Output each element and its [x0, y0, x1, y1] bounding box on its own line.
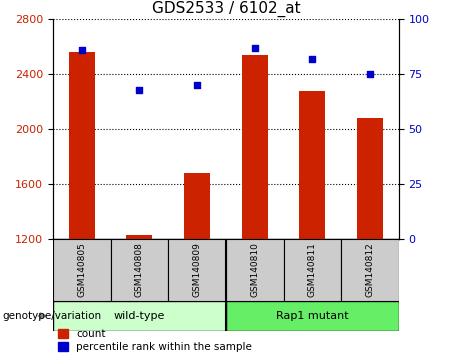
Text: GSM140811: GSM140811 — [308, 242, 317, 297]
Text: Rap1 mutant: Rap1 mutant — [276, 311, 349, 321]
Bar — [111, 239, 168, 301]
Bar — [53, 239, 111, 301]
Text: wild-type: wild-type — [114, 311, 165, 321]
Bar — [69, 52, 95, 239]
Bar — [53, 301, 226, 331]
Bar — [126, 235, 153, 239]
Text: genotype/variation: genotype/variation — [2, 311, 101, 321]
Bar — [341, 239, 399, 301]
Bar — [299, 91, 325, 239]
Text: GSM140805: GSM140805 — [77, 242, 86, 297]
Title: GDS2533 / 6102_at: GDS2533 / 6102_at — [152, 0, 300, 17]
Bar — [242, 55, 268, 239]
Point — [309, 56, 316, 62]
Bar — [357, 118, 383, 239]
Point — [136, 87, 143, 92]
Legend: count, percentile rank within the sample: count, percentile rank within the sample — [58, 329, 252, 352]
Bar — [168, 239, 226, 301]
Text: GSM140809: GSM140809 — [193, 242, 201, 297]
Text: GSM140808: GSM140808 — [135, 242, 144, 297]
Point — [251, 45, 258, 51]
Point — [366, 72, 373, 77]
Bar — [284, 239, 341, 301]
Text: GSM140812: GSM140812 — [366, 242, 374, 297]
Bar — [226, 239, 284, 301]
Bar — [184, 173, 210, 239]
Point — [78, 47, 85, 53]
Text: GSM140810: GSM140810 — [250, 242, 259, 297]
Bar — [226, 301, 399, 331]
Point — [193, 82, 201, 88]
